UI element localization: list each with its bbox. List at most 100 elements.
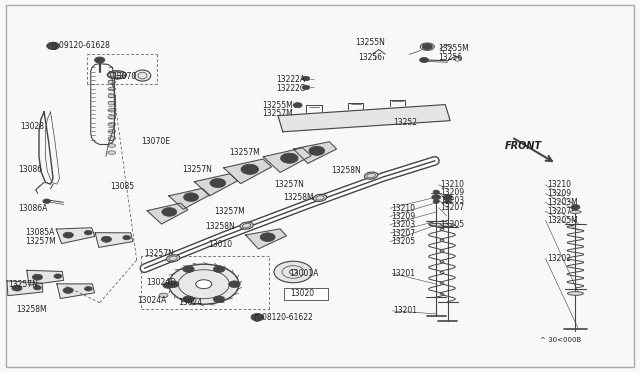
Circle shape — [420, 57, 429, 62]
Text: 13257M: 13257M — [262, 109, 293, 118]
Circle shape — [309, 146, 324, 155]
Circle shape — [264, 235, 271, 239]
Polygon shape — [57, 284, 95, 298]
Circle shape — [213, 266, 225, 272]
Text: Ⓑ 09120-61628: Ⓑ 09120-61628 — [52, 41, 109, 50]
Text: 13205M: 13205M — [547, 216, 577, 225]
Text: 13257N: 13257N — [8, 280, 38, 289]
Text: 13207: 13207 — [440, 203, 464, 212]
Ellipse shape — [570, 211, 581, 214]
Circle shape — [33, 274, 42, 280]
Ellipse shape — [134, 70, 151, 81]
Text: 13203M: 13203M — [547, 198, 577, 207]
Text: 13257N: 13257N — [274, 180, 304, 189]
Ellipse shape — [196, 280, 212, 289]
Circle shape — [210, 179, 226, 187]
Circle shape — [101, 236, 111, 242]
Text: 13203: 13203 — [392, 220, 415, 229]
Polygon shape — [263, 148, 311, 173]
Circle shape — [251, 314, 264, 321]
Circle shape — [293, 103, 302, 108]
Ellipse shape — [108, 115, 116, 119]
Circle shape — [188, 195, 195, 199]
Polygon shape — [147, 203, 188, 224]
Text: 13086A: 13086A — [19, 205, 48, 214]
Circle shape — [84, 286, 92, 291]
Text: 13255M: 13255M — [438, 44, 469, 52]
Polygon shape — [27, 270, 63, 285]
Circle shape — [445, 200, 451, 203]
Circle shape — [214, 181, 222, 185]
Circle shape — [12, 285, 22, 291]
Text: 13085: 13085 — [111, 182, 134, 190]
Circle shape — [123, 235, 131, 240]
Circle shape — [182, 266, 194, 272]
Ellipse shape — [108, 73, 116, 77]
Polygon shape — [224, 159, 271, 183]
Ellipse shape — [289, 270, 297, 274]
Ellipse shape — [108, 129, 116, 133]
Ellipse shape — [420, 43, 435, 50]
Text: 13085A: 13085A — [25, 228, 54, 237]
Circle shape — [313, 148, 321, 153]
Text: 13256: 13256 — [438, 53, 462, 62]
Ellipse shape — [108, 101, 116, 105]
Text: 13257M: 13257M — [214, 207, 245, 216]
Ellipse shape — [108, 94, 116, 98]
Circle shape — [95, 57, 105, 63]
Circle shape — [182, 296, 194, 303]
Polygon shape — [169, 188, 209, 209]
Ellipse shape — [108, 151, 116, 154]
Ellipse shape — [108, 144, 116, 147]
Circle shape — [54, 274, 61, 278]
Text: 13024D: 13024D — [147, 278, 176, 287]
Ellipse shape — [429, 224, 444, 227]
Ellipse shape — [314, 194, 326, 201]
Circle shape — [166, 210, 173, 214]
Text: 13010: 13010 — [208, 240, 232, 249]
Polygon shape — [56, 228, 95, 244]
Circle shape — [47, 42, 60, 49]
Text: 13258N: 13258N — [332, 166, 361, 174]
Polygon shape — [294, 142, 337, 163]
Text: 13207M: 13207M — [547, 207, 577, 216]
Circle shape — [43, 199, 51, 203]
Ellipse shape — [108, 108, 116, 112]
Text: 13252: 13252 — [394, 119, 417, 128]
Text: 13209: 13209 — [547, 189, 571, 198]
Text: 13258N: 13258N — [205, 221, 235, 231]
Circle shape — [245, 167, 254, 172]
Polygon shape — [195, 174, 237, 196]
Circle shape — [260, 233, 275, 241]
Polygon shape — [7, 281, 43, 296]
Text: 13205: 13205 — [440, 220, 464, 229]
Text: 13257N: 13257N — [145, 249, 174, 258]
Ellipse shape — [108, 80, 116, 84]
Circle shape — [445, 196, 451, 199]
Polygon shape — [246, 229, 286, 249]
Text: 13070E: 13070E — [141, 137, 170, 146]
Ellipse shape — [166, 255, 180, 262]
Text: 13258M: 13258M — [17, 305, 47, 314]
Circle shape — [285, 155, 294, 161]
Circle shape — [162, 208, 177, 216]
Polygon shape — [95, 233, 133, 247]
Text: 13255M: 13255M — [262, 101, 293, 110]
Text: 13201: 13201 — [392, 269, 415, 278]
Text: 13257N: 13257N — [182, 165, 212, 174]
Text: 13202: 13202 — [547, 254, 571, 263]
Ellipse shape — [108, 137, 116, 140]
Text: 13207: 13207 — [392, 228, 415, 238]
Text: 13201: 13201 — [394, 307, 417, 315]
Circle shape — [84, 230, 92, 235]
Text: 13210: 13210 — [440, 180, 464, 189]
Circle shape — [433, 200, 440, 203]
Ellipse shape — [108, 122, 116, 126]
Text: 13257M: 13257M — [25, 237, 56, 246]
Ellipse shape — [159, 293, 168, 298]
Circle shape — [433, 190, 440, 194]
Text: 13205: 13205 — [392, 237, 415, 246]
Circle shape — [422, 44, 433, 49]
Text: 13024: 13024 — [178, 298, 202, 307]
Circle shape — [213, 296, 225, 303]
